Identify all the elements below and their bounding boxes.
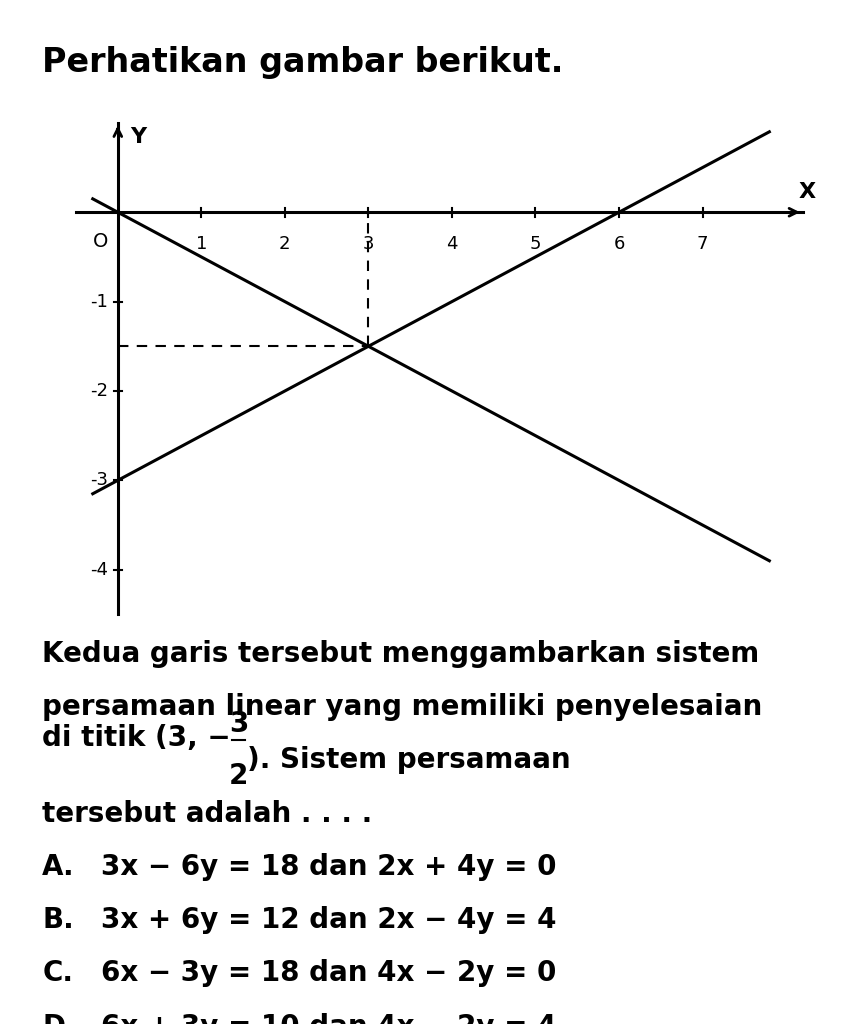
Text: 7: 7 — [696, 234, 707, 253]
Text: persamaan linear yang memiliki penyelesaian: persamaan linear yang memiliki penyelesa… — [42, 693, 761, 721]
Text: ). Sistem persamaan: ). Sistem persamaan — [247, 746, 571, 774]
Text: di titik (3, −: di titik (3, − — [42, 725, 230, 753]
Text: -4: -4 — [89, 561, 108, 579]
Text: 2: 2 — [229, 762, 248, 790]
Text: 6: 6 — [613, 234, 624, 253]
Text: 4: 4 — [446, 234, 457, 253]
Text: tersebut adalah . . . .: tersebut adalah . . . . — [42, 800, 372, 827]
Text: C.: C. — [42, 959, 73, 987]
Text: -1: -1 — [89, 293, 108, 310]
Text: Y: Y — [130, 127, 146, 147]
Text: 3x − 6y = 18 dan 2x + 4y = 0: 3x − 6y = 18 dan 2x + 4y = 0 — [101, 853, 556, 881]
Text: 5: 5 — [529, 234, 540, 253]
Text: D.: D. — [42, 1013, 76, 1024]
Text: O: O — [92, 231, 108, 251]
Text: 6x + 3y = 10 dan 4x − 2y = 4: 6x + 3y = 10 dan 4x − 2y = 4 — [101, 1013, 556, 1024]
Text: A.: A. — [42, 853, 75, 881]
Text: 1: 1 — [196, 234, 207, 253]
Text: Kedua garis tersebut menggambarkan sistem: Kedua garis tersebut menggambarkan siste… — [42, 640, 759, 668]
Text: X: X — [798, 181, 814, 202]
Text: 3: 3 — [362, 234, 374, 253]
Text: B.: B. — [42, 906, 74, 934]
Text: 3: 3 — [229, 710, 248, 737]
Text: -3: -3 — [89, 471, 108, 489]
Text: Perhatikan gambar berikut.: Perhatikan gambar berikut. — [42, 46, 563, 79]
Text: 3x + 6y = 12 dan 2x − 4y = 4: 3x + 6y = 12 dan 2x − 4y = 4 — [101, 906, 556, 934]
Text: -2: -2 — [89, 382, 108, 400]
Text: 6x − 3y = 18 dan 4x − 2y = 0: 6x − 3y = 18 dan 4x − 2y = 0 — [101, 959, 556, 987]
Text: 2: 2 — [279, 234, 290, 253]
